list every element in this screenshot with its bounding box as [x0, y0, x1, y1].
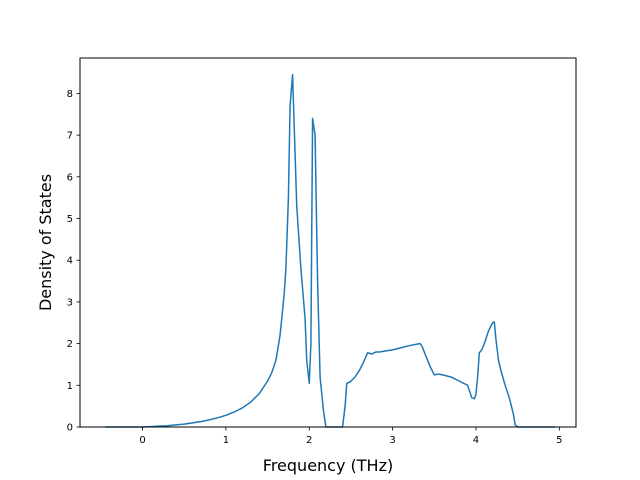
x-tick-label: 1: [223, 435, 229, 446]
y-tick-label: 1: [67, 381, 73, 392]
x-tick-label: 4: [473, 435, 479, 446]
x-tick-label: 5: [556, 435, 562, 446]
y-axis-ticks: 0 1 2 3 4 5 6 7 8: [67, 89, 80, 434]
series-line-0: [105, 73, 556, 428]
y-tick-label: 8: [67, 89, 73, 100]
x-axis-label: Frequency (THz): [263, 456, 393, 475]
y-tick-label: 0: [67, 423, 73, 434]
y-tick-label: 7: [67, 131, 73, 142]
x-tick-label: 3: [389, 435, 395, 446]
y-tick-label: 4: [67, 256, 73, 267]
y-tick-label: 3: [67, 297, 73, 308]
y-tick-label: 2: [67, 339, 73, 350]
plot-frame: [79, 57, 577, 428]
y-tick-label: 5: [67, 214, 73, 225]
x-axis-ticks: 0 1 2 3 4 5: [139, 427, 563, 446]
x-tick-label: 0: [139, 435, 145, 446]
plot-series: [105, 73, 556, 428]
x-tick-label: 2: [306, 435, 312, 446]
y-tick-label: 6: [67, 172, 73, 183]
y-axis-label: Density of States: [36, 174, 55, 311]
